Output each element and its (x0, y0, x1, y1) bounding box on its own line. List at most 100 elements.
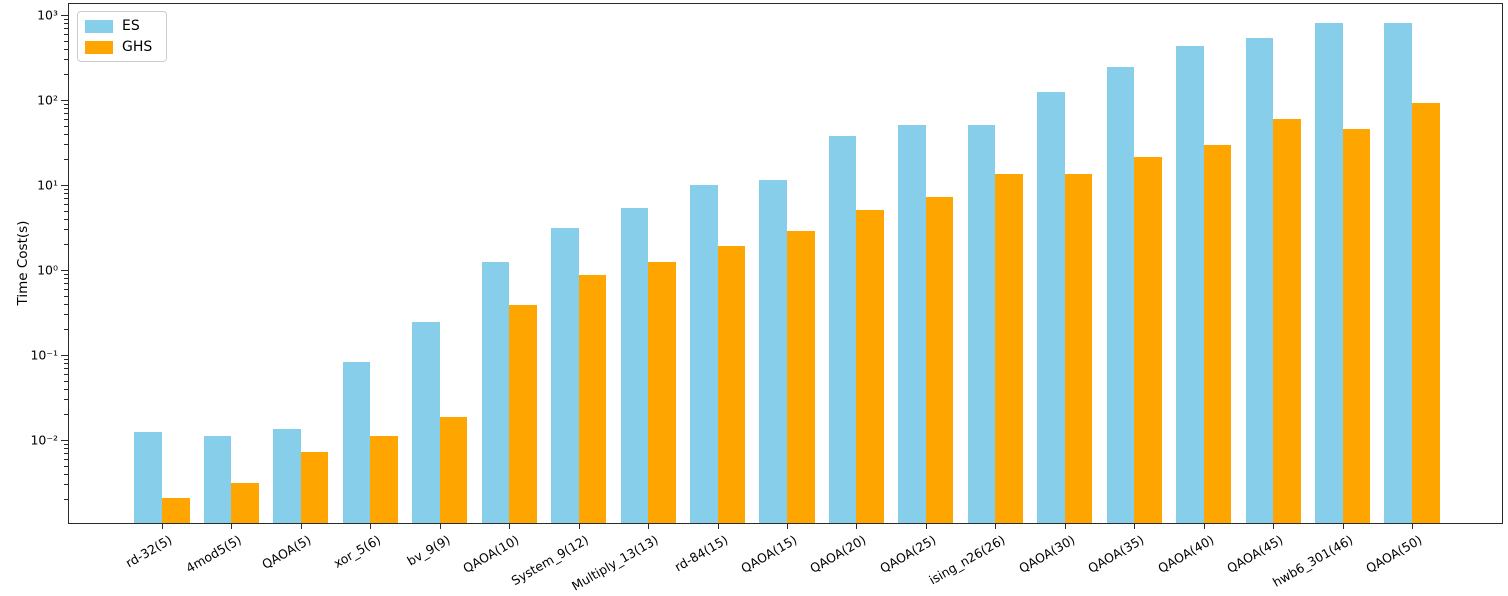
x-axis-tick (1134, 524, 1136, 529)
x-axis-tick (1411, 524, 1413, 529)
x-axis-tick (786, 524, 788, 529)
legend: ES GHS (77, 11, 168, 62)
y-axis-minor-tick (64, 443, 68, 445)
es-bar (342, 362, 371, 523)
es-swatch (85, 19, 113, 33)
y-axis-minor-tick (64, 113, 68, 115)
y-axis-minor-tick (64, 295, 68, 297)
ghs-bar (856, 209, 885, 523)
y-axis-tick-label: 10¹ (37, 177, 58, 193)
y-axis-tick-label: 10⁰ (37, 262, 58, 278)
y-axis-minor-tick (64, 18, 68, 20)
x-axis-tick (925, 524, 927, 529)
es-bar (1245, 38, 1274, 523)
es-bar (828, 135, 857, 523)
es-bar (1176, 46, 1204, 523)
es-bar (1037, 92, 1065, 523)
y-axis-tick-label: 10⁻² (30, 432, 58, 448)
y-axis-minor-tick (64, 388, 68, 390)
y-axis-minor-tick (64, 188, 68, 190)
ghs-bar (509, 304, 537, 523)
y-axis-minor-tick (64, 103, 68, 105)
ghs-bar (300, 452, 329, 523)
es-bar (551, 228, 579, 523)
y-axis-minor-tick (64, 414, 68, 416)
y-axis-major-tick (61, 270, 68, 271)
x-axis-tick (439, 524, 441, 529)
ghs-bar (925, 197, 954, 523)
x-axis-tick (300, 524, 302, 529)
x-axis-tick (370, 524, 372, 529)
x-axis-tick-label: QAOA(10) (460, 532, 522, 576)
es-bar (273, 429, 301, 523)
x-axis-tick (1064, 524, 1066, 529)
x-axis-tick (509, 524, 511, 529)
y-axis-minor-tick (64, 458, 68, 460)
x-axis-tick-label: QAOA(15) (738, 532, 800, 576)
y-axis-minor-tick (64, 48, 68, 50)
y-axis-major-tick (61, 355, 68, 356)
ghs-bar (162, 498, 190, 523)
es-bar (620, 208, 649, 523)
y-axis-minor-tick (64, 244, 68, 246)
es-bar (898, 124, 926, 523)
ghs-bar (1203, 144, 1232, 523)
x-axis-tick-label: QAOA(25) (877, 532, 939, 576)
y-axis-major-tick (61, 185, 68, 186)
y-axis-major-tick (61, 15, 68, 16)
ghs-bar (786, 231, 815, 523)
y-axis-minor-tick (64, 363, 68, 365)
y-axis-minor-tick (64, 303, 68, 305)
y-axis-minor-tick (64, 159, 68, 161)
ghs-bar (439, 417, 468, 523)
ghs-bar (1411, 102, 1440, 523)
ghs-bar (578, 275, 607, 523)
es-bar (1106, 66, 1135, 523)
y-axis-minor-tick (64, 465, 68, 467)
legend-entry-es: ES (85, 19, 152, 33)
ghs-bar (1134, 156, 1162, 523)
ghs-bar (995, 174, 1023, 523)
ghs-bar (648, 262, 676, 523)
y-axis-minor-tick (64, 229, 68, 231)
y-axis-minor-tick (64, 399, 68, 401)
es-bar (412, 321, 440, 523)
y-axis-minor-tick (64, 368, 68, 370)
y-axis-minor-tick (64, 210, 68, 212)
y-axis-minor-tick (64, 133, 68, 135)
y-axis-minor-tick (64, 59, 68, 61)
legend-label: ES (122, 18, 140, 34)
x-axis-tick (231, 524, 233, 529)
y-axis-minor-tick (64, 288, 68, 290)
es-bar (1314, 23, 1343, 523)
ghs-bar (231, 483, 260, 523)
x-axis-tick (995, 524, 997, 529)
y-axis-minor-tick (64, 314, 68, 316)
x-axis-tick (717, 524, 719, 529)
y-axis-minor-tick (64, 125, 68, 127)
x-axis-tick-label: bv_9(9) (403, 532, 453, 569)
x-axis-tick (1203, 524, 1205, 529)
x-axis-tick-label: rd-32(5) (122, 532, 175, 571)
x-axis-tick (1273, 524, 1275, 529)
legend-entry-ghs: GHS (85, 40, 152, 54)
x-axis-tick-label: QAOA(40) (1154, 532, 1217, 576)
es-bar (967, 124, 996, 523)
y-axis-minor-tick (64, 473, 68, 475)
ghs-bar (370, 435, 398, 523)
ghs-bar (1342, 129, 1371, 523)
x-axis-tick (578, 524, 580, 529)
x-axis-tick (856, 524, 858, 529)
y-axis-minor-tick (64, 74, 68, 76)
y-axis-minor-tick (64, 358, 68, 360)
y-axis-minor-tick (64, 278, 68, 280)
ghs-bar (1273, 119, 1301, 523)
x-axis-tick-label: QAOA(20) (807, 532, 869, 576)
x-axis-tick-label: ising_n26(26) (926, 532, 1008, 588)
x-axis-tick-label: xor_5(6) (330, 532, 383, 571)
y-axis-minor-tick (64, 40, 68, 42)
y-axis-label: Time Cost(s) (15, 220, 31, 305)
y-axis-minor-tick (64, 283, 68, 285)
y-axis-minor-tick (64, 329, 68, 331)
